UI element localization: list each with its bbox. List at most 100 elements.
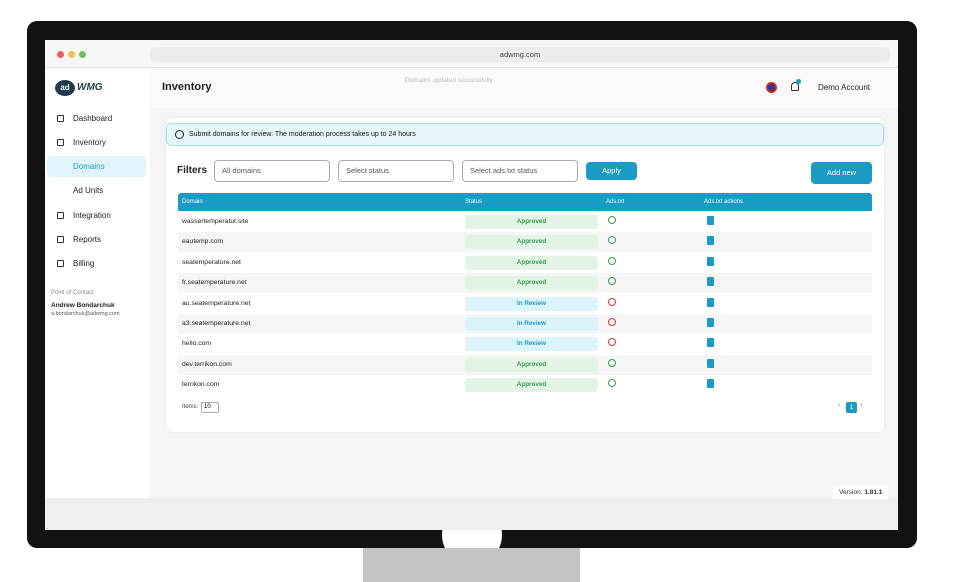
domain-cell: au.seatemperature.net [182, 299, 251, 307]
status-badge: Approved [465, 235, 598, 250]
domain-cell: hello.com [182, 340, 212, 348]
ui-element [57, 51, 64, 58]
toast-text: Domains updated successfully [405, 77, 493, 84]
filters-text[interactable]: All domains [214, 160, 330, 182]
nav-icon [57, 139, 64, 146]
nav-item[interactable]: Inventory [47, 132, 146, 153]
ui-element: ‹ [838, 402, 841, 409]
ads-txt-icon [608, 216, 616, 224]
footer-band [45, 498, 898, 530]
status-badge: In Review [465, 317, 598, 331]
version-text: Version: [839, 489, 863, 496]
info-banner: Submit domains for review. The moderatio… [166, 123, 884, 146]
table-text: Status [465, 199, 483, 205]
domain-cell: fr.seatemperature.net [182, 279, 247, 287]
domain-cell: terrikon.com [182, 381, 220, 389]
screen: adwmg.com ad WMG Point of Contact Andrew… [45, 40, 898, 530]
nav-item[interactable]: Domains [47, 156, 146, 177]
table-text: Ads.txt actions [704, 199, 744, 205]
table-row: a3.seatemperature.net In Review [178, 314, 872, 334]
table-row: dev.terrikon.com Approved [178, 354, 872, 375]
domain-cell: a3.seatemperature.net [182, 320, 251, 327]
status-badge: In Review [465, 337, 598, 352]
status-badge: In Review [465, 296, 598, 311]
domain-cell: seatemperature.net [182, 258, 241, 266]
ads-txt-icon [608, 236, 616, 245]
pagination-text[interactable]: 10 [201, 402, 219, 413]
nav-item[interactable]: Reports [47, 229, 146, 250]
ads-txt-action[interactable] [707, 236, 714, 246]
filters-text: Filters [177, 165, 208, 176]
filters-text[interactable]: Add new [811, 162, 872, 184]
ui-element: › [860, 402, 863, 409]
domain-cell: dev.terrikon.com [182, 360, 232, 368]
ads-txt-action[interactable] [707, 256, 714, 266]
domain-cell: wassertemperatur.site [182, 218, 249, 225]
ui-element: ad [55, 80, 75, 96]
table-row: hello.com In Review [178, 334, 872, 355]
ui-element [68, 51, 75, 58]
status-badge: Approved [465, 215, 598, 229]
nav-item[interactable]: Dashboard [47, 108, 146, 129]
header-text: Inventory [162, 81, 212, 93]
nav-item[interactable]: Integration [47, 205, 146, 226]
table-header: Domain Status Ads.txt Ads.txt actions [178, 193, 872, 211]
ads-txt-icon [608, 256, 616, 265]
banner-text: Submit domains for review. The moderatio… [189, 131, 416, 138]
monitor-stand [363, 548, 580, 582]
nav-item[interactable]: Ad Units [73, 186, 104, 195]
filters-text[interactable]: Select status [338, 160, 454, 182]
ads-txt-action[interactable] [707, 338, 714, 348]
ads-txt-action[interactable] [707, 297, 714, 307]
ads-txt-icon [608, 318, 616, 326]
sidebar: ad WMG Point of Contact Andrew Bondarchu… [45, 68, 150, 498]
domain-cell: eautemp.com [182, 238, 224, 246]
nav-icon [57, 212, 64, 219]
ui-element [791, 82, 799, 91]
nav-item[interactable]: Billing [47, 253, 146, 274]
sidebar-text: Andrew Bondarchuk [51, 302, 115, 309]
ads-txt-icon [608, 379, 616, 388]
ui-element [796, 79, 801, 84]
status-badge: Approved [465, 378, 598, 393]
pagination-text: Items: [182, 404, 199, 410]
ads-txt-icon [608, 297, 616, 306]
header: Inventory Domains updated successfully D… [150, 68, 898, 108]
filters-text[interactable]: Apply [586, 162, 637, 180]
table-row: au.seatemperature.net In Review [178, 293, 872, 314]
sidebar-text: a.bondarchuk@adwmg.com [51, 311, 120, 317]
ui-element [766, 82, 777, 93]
nav-icon [57, 115, 64, 122]
browser-toolbar: adwmg.com [45, 40, 898, 68]
version-text: 1.81.1 [864, 489, 883, 496]
ads-txt-action[interactable] [707, 277, 714, 287]
table-row: seatemperature.net Approved [178, 252, 872, 273]
ads-txt-icon [608, 338, 616, 347]
ui-element: Version: 1.81.1 [833, 486, 888, 499]
ads-txt-action[interactable] [707, 379, 714, 389]
ads-txt-icon [608, 277, 616, 286]
filters-text[interactable]: Select ads.txt status [462, 160, 578, 182]
status-badge: Approved [465, 255, 598, 270]
ui-element: WMG [77, 82, 103, 93]
status-badge: Approved [465, 276, 598, 291]
address-bar[interactable]: adwmg.com [150, 47, 890, 62]
nav-icon [57, 236, 64, 243]
ads-txt-action[interactable] [707, 358, 714, 368]
ui-element [79, 51, 86, 58]
table-row: wassertemperatur.site Approved [178, 212, 872, 232]
table-row: eautemp.com Approved [178, 232, 872, 253]
header-text[interactable]: Demo Account [818, 83, 871, 92]
table-row: fr.seatemperature.net Approved [178, 273, 872, 294]
table-text: Domain [182, 199, 203, 205]
status-badge: Approved [465, 357, 598, 372]
table-text: Ads.txt [606, 199, 625, 205]
ads-txt-action[interactable] [707, 318, 714, 327]
nav-icon [57, 260, 64, 267]
pagination-text[interactable]: 1 [846, 402, 857, 413]
ui-element [175, 130, 184, 139]
ads-txt-action[interactable] [707, 216, 714, 225]
table-row: terrikon.com Approved [178, 375, 872, 396]
ads-txt-icon [608, 358, 616, 367]
